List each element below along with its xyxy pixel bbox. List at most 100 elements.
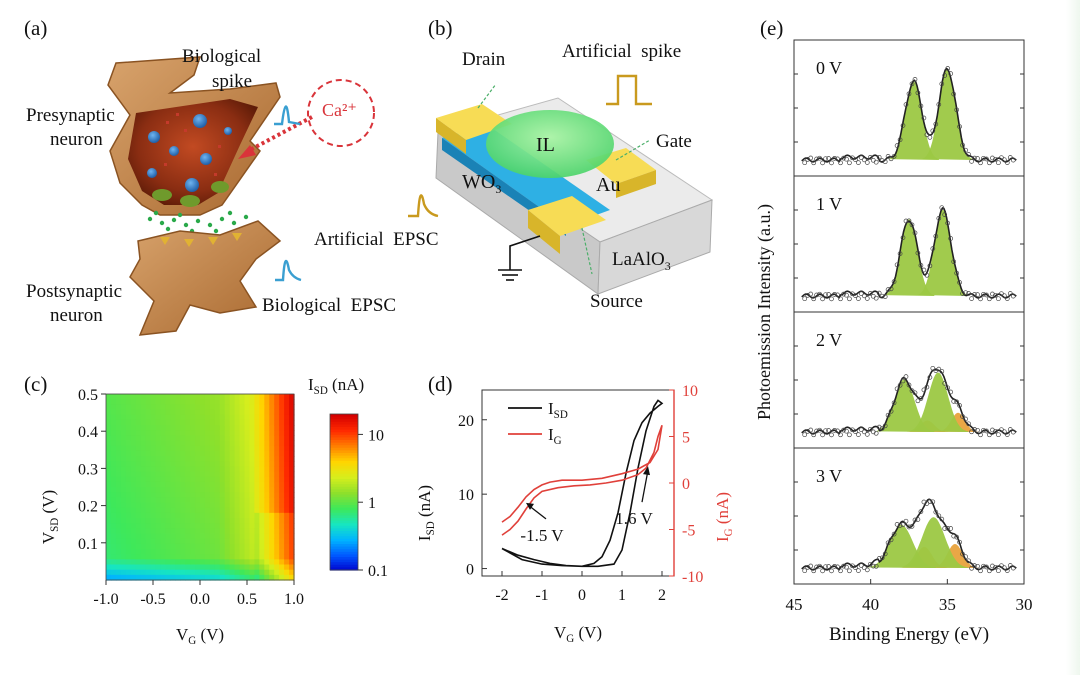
docked-vesicle-3	[211, 181, 229, 193]
heatmap-cell	[116, 544, 122, 550]
heatmap-cell	[141, 497, 147, 503]
heatmap-cell	[155, 415, 161, 421]
heatmap-cell	[170, 404, 176, 410]
heatmap-cell	[249, 435, 255, 441]
heatmap-cell	[220, 570, 226, 576]
heatmap-cell	[215, 554, 221, 560]
heatmap-cell	[160, 544, 166, 550]
heatmap-cell	[235, 466, 241, 472]
heatmap-cell	[240, 456, 246, 462]
heatmap-cell	[245, 430, 251, 436]
heatmap-cell	[170, 472, 176, 478]
heatmap-cell	[264, 415, 270, 421]
heatmap-cell	[254, 534, 260, 540]
heatmap-cell	[200, 528, 206, 534]
heatmap-cell	[170, 513, 176, 519]
heatmap-cell	[136, 559, 142, 565]
heatmap-cell	[225, 404, 231, 410]
heatmap-cell	[185, 503, 191, 509]
heatmap-cell	[106, 394, 112, 400]
heatmap-cell	[274, 497, 280, 503]
xps-data-point	[865, 568, 869, 572]
heatmap-cell	[210, 492, 216, 498]
heatmap-cell	[116, 430, 122, 436]
heatmap-cell	[215, 539, 221, 545]
docked-vesicle-1	[152, 189, 172, 201]
heatmap-cell	[245, 497, 251, 503]
heatmap-cell	[165, 466, 171, 472]
heatmap-cell	[274, 565, 280, 571]
heatmap-cell	[126, 410, 132, 416]
heatmap-cell	[146, 425, 152, 431]
heatmap-cell	[141, 565, 147, 571]
heatmap-cell	[155, 570, 161, 576]
heatmap-cell	[126, 461, 132, 467]
heatmap-cell	[274, 554, 280, 560]
heatmap-cell	[215, 523, 221, 529]
heatmap-cell	[269, 523, 275, 529]
heatmap-cell	[170, 410, 176, 416]
heatmap-cell	[111, 534, 117, 540]
xps-subplot-label: 2 V	[816, 330, 842, 350]
heatmap-cell	[205, 565, 211, 571]
heatmap-cell	[151, 394, 157, 400]
heatmap-cell	[200, 446, 206, 452]
heatmap-cell	[136, 435, 142, 441]
heatmap-cell	[111, 415, 117, 421]
heatmap-cell	[190, 503, 196, 509]
heatmap-cell	[225, 466, 231, 472]
heatmap-cell	[205, 544, 211, 550]
xps-data-point	[996, 297, 1000, 301]
heatmap-cell	[116, 410, 122, 416]
heatmap-cell	[111, 570, 117, 576]
heatmap-cell	[200, 435, 206, 441]
heatmap-cell	[116, 503, 122, 509]
heatmap-cell	[249, 544, 255, 550]
heatmap-cell	[180, 451, 186, 457]
heatmap-cell	[126, 497, 132, 503]
heatmap-cell	[210, 477, 216, 483]
heatmap-cell	[259, 528, 265, 534]
heatmap-cell	[235, 446, 241, 452]
heatmap-cell	[121, 430, 127, 436]
heatmap-cell	[170, 477, 176, 483]
hyst-legend-label: ISD	[548, 399, 568, 421]
heatmap-cell	[165, 523, 171, 529]
heatmap-cell	[131, 466, 137, 472]
xps-subplot-label: 0 V	[816, 58, 842, 78]
heatmap-cell	[170, 523, 176, 529]
xps-green-peak	[922, 69, 973, 160]
heatmap-cell	[225, 415, 231, 421]
heatmap-cell	[170, 487, 176, 493]
heatmap-cell	[121, 472, 127, 478]
heatmap-cell	[131, 404, 137, 410]
heatmap-cell	[269, 508, 275, 514]
heatmap-cell	[200, 492, 206, 498]
heatmap-cell	[245, 399, 251, 405]
heatmap-cell	[245, 559, 251, 565]
heatmap-cell	[175, 492, 181, 498]
heatmap-cell	[230, 554, 236, 560]
heatmap-cell	[205, 497, 211, 503]
heatmap-cell	[136, 534, 142, 540]
heatmap-cell	[235, 508, 241, 514]
heatmap-cell	[185, 492, 191, 498]
heatmap-cell	[106, 528, 112, 534]
heatmap-cell	[249, 534, 255, 540]
heatmap-cell	[220, 420, 226, 426]
xps-data-point	[830, 161, 834, 165]
heatmap-cell	[136, 466, 142, 472]
heatmap-cell	[170, 430, 176, 436]
heatmap-cell	[146, 492, 152, 498]
heatmap-cell	[126, 477, 132, 483]
heatmap-cell	[180, 394, 186, 400]
heatmap-cell	[230, 492, 236, 498]
xps-xlabel: Binding Energy (eV)	[829, 624, 989, 645]
heatmap-cell	[195, 565, 201, 571]
heatmap-cell	[200, 420, 206, 426]
heatmap-cell	[254, 461, 260, 467]
heatmap-cell	[195, 472, 201, 478]
heatmap-cell	[170, 534, 176, 540]
heatmap-cell	[170, 415, 176, 421]
heatmap-cell	[175, 441, 181, 447]
